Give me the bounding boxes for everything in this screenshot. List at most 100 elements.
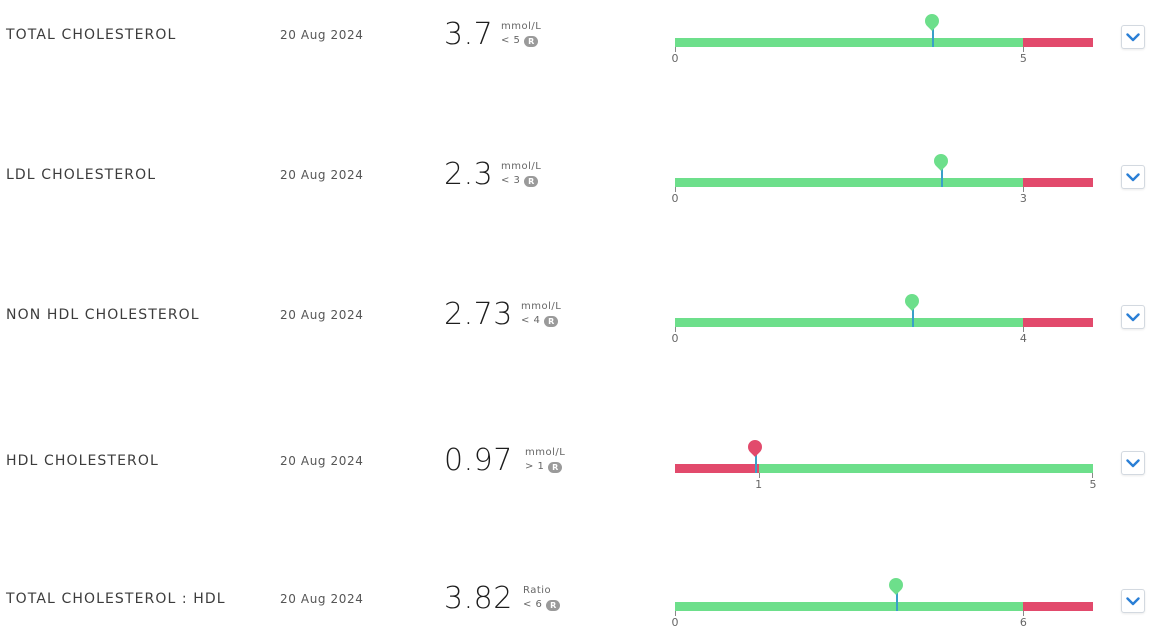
chevron-down-icon <box>1126 596 1140 605</box>
pin-icon <box>931 151 951 171</box>
axis-tick <box>1023 187 1025 192</box>
range-segment-normal <box>758 464 1093 473</box>
reference-badge[interactable]: R <box>544 315 559 327</box>
unit-label: mmol/L <box>521 301 562 312</box>
value-marker-pin <box>885 575 906 612</box>
chevron-down-icon <box>1126 172 1140 181</box>
range-segment-low <box>675 464 759 473</box>
test-value: 0.97 <box>444 443 513 478</box>
chevron-down-icon <box>1126 32 1140 41</box>
pin-stem <box>931 28 934 47</box>
reference-badge[interactable]: R <box>524 175 539 187</box>
axis-tick-label: 5 <box>1019 52 1027 65</box>
reference-range: < 6 R <box>523 598 561 612</box>
value-meta: mmol/L < 4 R <box>521 300 561 328</box>
test-date: 20 Aug 2024 <box>280 28 364 42</box>
pin-icon <box>885 575 906 595</box>
reference-range: < 5 R <box>501 34 541 48</box>
reference-range: < 3 R <box>501 174 541 188</box>
test-date: 20 Aug 2024 <box>280 308 364 322</box>
unit-label: Ratio <box>523 585 552 596</box>
axis-tick-label: 6 <box>1019 616 1027 629</box>
test-name: TOTAL CHOLESTEROL : HDL <box>6 591 226 607</box>
pin-icon <box>901 291 922 311</box>
test-date: 20 Aug 2024 <box>280 168 364 182</box>
test-value: 2.3 <box>444 157 494 192</box>
expand-button[interactable] <box>1121 165 1145 189</box>
reference-badge[interactable]: R <box>524 35 539 47</box>
expand-button[interactable] <box>1121 25 1145 49</box>
expand-button[interactable] <box>1121 451 1145 475</box>
axis-tick-label: 0 <box>671 192 679 205</box>
range-segment-normal <box>675 318 1024 327</box>
axis-tick <box>675 47 676 52</box>
unit-label: mmol/L <box>501 161 542 172</box>
value-marker-pin <box>745 437 765 474</box>
pin-icon <box>745 437 765 457</box>
pin-stem <box>941 168 944 187</box>
test-name: LDL CHOLESTEROL <box>6 167 157 183</box>
axis-tick <box>675 611 676 616</box>
result-row-non-hdl-cholesterol: NON HDL CHOLESTEROL 20 Aug 2024 2.73 mmo… <box>0 280 1158 345</box>
value-marker-pin <box>901 291 922 328</box>
reference-range: > 1 R <box>525 460 565 474</box>
pin-stem <box>755 454 758 473</box>
axis-tick <box>675 327 676 332</box>
range-segment-high <box>1023 178 1093 187</box>
test-name: TOTAL CHOLESTEROL <box>6 27 177 43</box>
axis-tick-label: 3 <box>1019 192 1027 205</box>
reference-text: < 5 <box>501 35 521 46</box>
test-value: 3.82 <box>444 581 513 616</box>
test-date: 20 Aug 2024 <box>280 454 364 468</box>
pin-stem <box>911 308 914 327</box>
axis-tick <box>758 473 760 478</box>
chevron-down-icon <box>1126 458 1140 467</box>
axis-tick <box>1092 473 1093 478</box>
reference-badge[interactable]: R <box>548 461 563 473</box>
unit-label: mmol/L <box>525 447 566 458</box>
range-segment-normal <box>675 38 1024 47</box>
test-name: HDL CHOLESTEROL <box>6 453 159 469</box>
expand-button[interactable] <box>1121 305 1145 329</box>
axis-tick-label: 0 <box>671 332 679 345</box>
chevron-down-icon <box>1126 312 1140 321</box>
range-segment-high <box>1023 602 1093 611</box>
value-marker-pin <box>921 11 942 48</box>
value-meta: mmol/L < 3 R <box>501 160 541 188</box>
reference-badge[interactable]: R <box>546 599 561 611</box>
range-segment-normal <box>675 602 1024 611</box>
range-segment-normal <box>675 178 1024 187</box>
axis-tick <box>1023 47 1025 52</box>
value-marker-pin <box>931 151 951 188</box>
axis-tick <box>675 187 676 192</box>
value-meta: mmol/L > 1 R <box>525 446 565 474</box>
reference-text: > 1 <box>525 461 545 472</box>
axis-tick <box>1023 327 1025 332</box>
range-segment-high <box>1023 38 1093 47</box>
reference-text: < 3 <box>501 175 521 186</box>
expand-button[interactable] <box>1121 589 1145 613</box>
unit-label: mmol/L <box>501 21 542 32</box>
axis-tick-label: 0 <box>671 616 679 629</box>
result-row-total-cholesterol-hdl-ratio: TOTAL CHOLESTEROL : HDL 20 Aug 2024 3.82… <box>0 564 1158 629</box>
axis-tick-label: 5 <box>1089 478 1097 491</box>
value-meta: Ratio < 6 R <box>523 584 561 612</box>
axis-tick-label: 4 <box>1019 332 1027 345</box>
result-row-hdl-cholesterol: HDL CHOLESTEROL 20 Aug 2024 0.97 mmol/L … <box>0 426 1158 491</box>
test-value: 2.73 <box>444 297 513 332</box>
pin-stem <box>895 592 898 611</box>
reference-text: < 4 <box>521 315 541 326</box>
reference-text: < 6 <box>523 599 543 610</box>
result-row-ldl-cholesterol: LDL CHOLESTEROL 20 Aug 2024 2.3 mmol/L <… <box>0 140 1158 205</box>
axis-tick-label: 0 <box>671 52 679 65</box>
range-segment-high <box>1023 318 1093 327</box>
reference-range: < 4 R <box>521 314 561 328</box>
axis-tick <box>1023 611 1025 616</box>
pin-icon <box>921 11 942 31</box>
result-row-total-cholesterol: TOTAL CHOLESTEROL 20 Aug 2024 3.7 mmol/L… <box>0 0 1158 65</box>
